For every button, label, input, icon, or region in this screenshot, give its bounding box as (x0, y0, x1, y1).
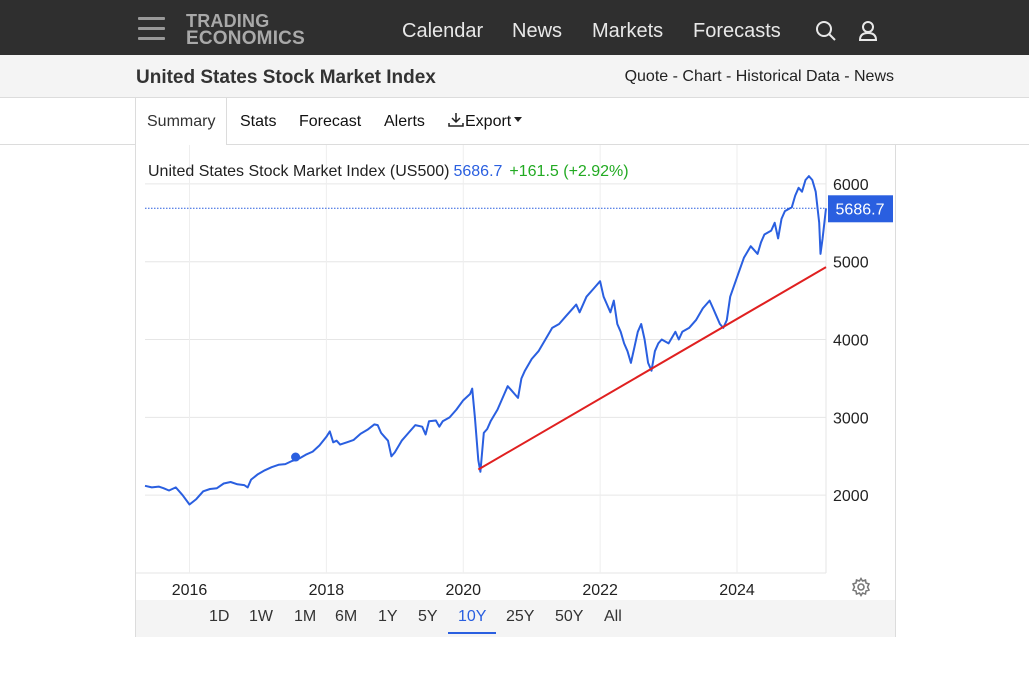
tab-summary[interactable]: Summary (135, 98, 228, 145)
chart-panel: 2000 3000 4000 5000 6000 2016 2018 2020 2022 2024… (135, 145, 896, 637)
trendline (477, 266, 827, 471)
range-25y-button[interactable]: 25Y (506, 608, 535, 625)
tab-stats[interactable]: Stats (240, 113, 277, 130)
nav-calendar-link[interactable]: Calendar (402, 20, 484, 42)
chart-header: United States Stock Market Index (US500)… (148, 163, 629, 181)
y-tick-label: 4000 (833, 333, 869, 350)
nav-forecasts-link[interactable]: Forecasts (693, 20, 781, 42)
logo[interactable]: TRADING ECONOMICS (186, 11, 305, 49)
news-link[interactable]: News (853, 68, 894, 85)
y-tick-label: 3000 (833, 410, 869, 427)
tab-alerts[interactable]: Alerts (384, 113, 425, 130)
chart-change: +161.5 (+2.92%) (509, 163, 629, 180)
nav-markets-link[interactable]: Markets (592, 20, 664, 42)
nav-news-link[interactable]: News (512, 20, 563, 42)
quick-links: Quote - Chart - Historical Data - News (624, 68, 894, 85)
chart-current-value: 5686.7 (453, 163, 503, 180)
last-value-badge (828, 195, 893, 223)
range-selector: 1D 1W 1M 6M 1Y 5Y 10Y 25Y 50Y All (136, 600, 895, 637)
x-tick-label: 2024 (719, 582, 755, 599)
x-tick-label: 2016 (172, 582, 208, 599)
tab-export[interactable]: Export (447, 98, 523, 144)
quote-link[interactable]: Quote (624, 68, 669, 85)
range-all-button[interactable]: All (604, 608, 622, 625)
page-title: United States Stock Market Index (136, 67, 436, 88)
range-10y-button[interactable]: 10Y (448, 608, 497, 634)
user-icon[interactable] (858, 20, 878, 47)
gear-icon[interactable] (851, 577, 871, 602)
annotation-marker (291, 452, 301, 462)
download-icon (448, 113, 464, 127)
tab-forecast[interactable]: Forecast (299, 113, 362, 130)
logo-line-1: TRADING (186, 11, 270, 31)
chart-svg[interactable]: 2000 3000 4000 5000 6000 2016 2018 2020 2022 2024… (136, 145, 895, 600)
range-1y-button[interactable]: 1Y (378, 608, 398, 625)
sub-header: United States Stock Market Index Quote -… (0, 55, 1029, 98)
top-nav: TRADING ECONOMICS Calendar News Markets … (0, 0, 1029, 55)
chart-link[interactable]: Chart (682, 68, 722, 85)
range-6m-button[interactable]: 6M (335, 608, 358, 625)
logo-line-2: ECONOMICS (186, 28, 305, 49)
chart-series-name: United States Stock Market Index (US500) (148, 163, 450, 180)
menu-icon[interactable] (138, 17, 165, 40)
range-1w-button[interactable]: 1W (249, 608, 273, 625)
caret-down-icon (514, 117, 523, 122)
range-5y-button[interactable]: 5Y (418, 608, 438, 625)
x-tick-label: 2020 (445, 582, 481, 599)
range-1d-button[interactable]: 1D (209, 608, 230, 625)
historical-data-link[interactable]: Historical Data (735, 68, 840, 85)
range-1m-button[interactable]: 1M (294, 608, 317, 625)
last-value-label: 5686.7 (836, 201, 885, 218)
y-tick-label: 6000 (833, 177, 869, 194)
search-icon[interactable] (815, 20, 837, 47)
tab-bar: Summary Stats Forecast Alerts Export (0, 98, 1029, 145)
y-tick-label: 5000 (833, 255, 869, 272)
series-line-us500 (144, 175, 827, 506)
x-tick-label: 2018 (309, 582, 345, 599)
export-label: Export (465, 113, 512, 130)
range-50y-button[interactable]: 50Y (555, 608, 584, 625)
y-tick-label: 2000 (833, 488, 869, 505)
x-tick-label: 2022 (582, 582, 618, 599)
